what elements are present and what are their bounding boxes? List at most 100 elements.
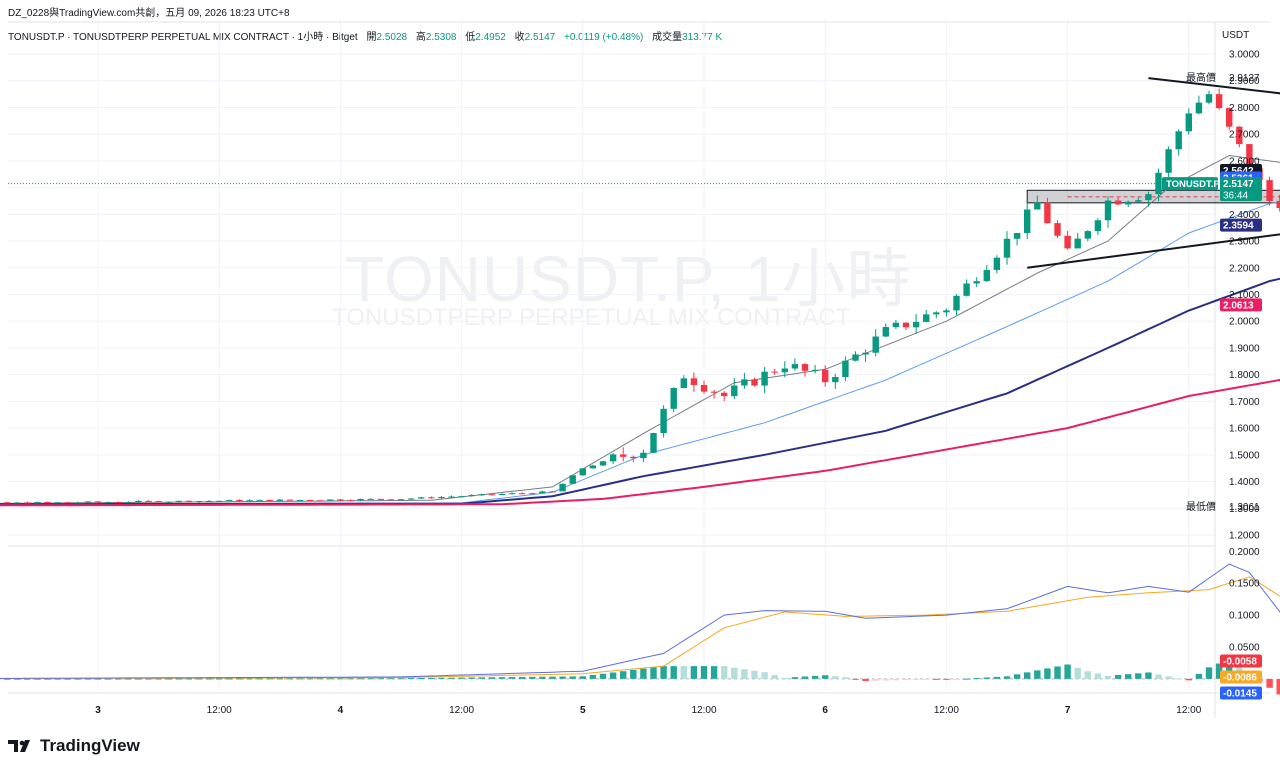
- candle-body: [710, 391, 718, 393]
- macd-hist-bar: [993, 676, 1001, 679]
- candle-body: [236, 500, 243, 502]
- candle-body: [488, 494, 496, 496]
- price-tick-label: 1.2000: [1229, 530, 1260, 541]
- candle-body: [761, 371, 768, 386]
- price-note-value: 2.9127: [1229, 73, 1260, 84]
- candle-body: [266, 499, 273, 501]
- symbol-info[interactable]: TONUSDT.P · TONUSDTPERP PERPETUAL MIX CO…: [8, 32, 358, 43]
- macd-hist-bar: [519, 676, 526, 679]
- candle-body: [24, 502, 31, 504]
- macd-hist-bar: [175, 678, 182, 680]
- macd-hist-bar: [569, 676, 576, 679]
- macd-hist-bar: [34, 678, 41, 680]
- macd-hist-bar: [367, 678, 374, 680]
- macd-hist-bar: [670, 666, 677, 679]
- candle-body: [923, 314, 930, 322]
- price-axis-box: [1220, 218, 1262, 232]
- macd-hist-bar: [650, 667, 657, 679]
- candle-body: [700, 384, 708, 392]
- macd-line: [0, 563, 1280, 679]
- price-tick-label: 1.6000: [1229, 424, 1260, 435]
- candle-body: [1215, 94, 1223, 109]
- macd-hist-bar: [690, 666, 698, 679]
- ohlc-high-label: 高: [415, 32, 426, 43]
- ohlc-low-value: 2.4952: [475, 32, 506, 43]
- price-tick-label: 1.3000: [1229, 504, 1260, 515]
- macd-hist-bar: [327, 678, 334, 680]
- macd-hist-bar: [589, 675, 597, 679]
- volume-label: 成交量: [652, 32, 683, 43]
- candle-body: [852, 354, 859, 361]
- candle-body: [1125, 201, 1132, 205]
- macd-hist-bar: [195, 678, 203, 680]
- candle-body: [256, 499, 263, 501]
- macd-hist-bar: [549, 676, 556, 679]
- price-note-label: 最低價: [1186, 500, 1216, 513]
- macd-hist-bar: [135, 678, 142, 680]
- candle-body: [34, 502, 41, 504]
- macd-hist-bar: [842, 677, 849, 679]
- price-chart[interactable]: 3.00002.90002.80002.70002.60002.50002.40…: [0, 0, 1280, 730]
- macd-hist-bar: [923, 678, 930, 680]
- price-note-value: 1.3061: [1229, 502, 1260, 513]
- macd-signal-line: [0, 576, 1280, 680]
- macd-hist-bar: [84, 678, 92, 680]
- macd-hist-bar: [771, 675, 778, 679]
- macd-hist-bar: [185, 678, 193, 680]
- tradingview-brand[interactable]: TradingView: [8, 736, 140, 756]
- candle-body: [630, 456, 637, 459]
- macd-hist-bar: [94, 678, 102, 680]
- price-tick-label: 2.6000: [1229, 156, 1260, 167]
- candle-body: [993, 257, 1001, 270]
- macd-tick-label: 0.0500: [1229, 642, 1260, 653]
- candle-body: [1185, 113, 1192, 132]
- candle-body: [640, 452, 647, 459]
- macd-hist-bar: [236, 678, 243, 680]
- macd-hist-bar: [912, 678, 920, 680]
- countdown-timer: 36:44: [1223, 191, 1248, 202]
- candle-body: [801, 364, 809, 371]
- publisher-line: DZ_0228與TradingView.com共創，五月 09, 2026 18…: [8, 8, 290, 19]
- candle-body: [135, 500, 142, 503]
- macd-hist-bar: [1205, 667, 1213, 679]
- ohlc-low-label: 低: [465, 32, 476, 43]
- macd-hist-bar: [953, 678, 960, 680]
- macd-hist-bar: [1266, 678, 1273, 688]
- macd-hist-bar: [165, 678, 172, 680]
- currency-label[interactable]: USDT: [1222, 30, 1250, 41]
- candle-body: [832, 377, 839, 383]
- time-tick-label: 12:00: [207, 705, 232, 716]
- candle-body: [933, 312, 940, 315]
- macd-hist-bar: [377, 678, 384, 680]
- candle-body: [670, 388, 677, 409]
- tradingview-logo-icon: [8, 740, 30, 752]
- macd-hist-bar: [3, 678, 11, 680]
- macd-hist-bar: [104, 678, 112, 680]
- candle-body: [1003, 238, 1011, 258]
- price-tick-label: 2.7000: [1229, 130, 1260, 141]
- candle-body: [418, 497, 425, 499]
- candle-body: [912, 321, 920, 328]
- macd-hist-bar: [266, 678, 273, 680]
- candle-body: [1104, 200, 1112, 221]
- time-tick-label: 12:00: [934, 705, 959, 716]
- candle-body: [609, 454, 617, 462]
- candle-body: [650, 433, 657, 453]
- macd-hist-bar: [438, 677, 445, 679]
- macd-hist-bar: [811, 675, 819, 679]
- candle-body: [791, 364, 799, 369]
- macd-hist-bar: [1185, 678, 1192, 681]
- price-tick-label: 1.4000: [1229, 477, 1260, 488]
- candle-body: [690, 378, 698, 385]
- macd-hist-bar: [539, 676, 546, 679]
- volume-value: 313.77 K: [682, 32, 723, 43]
- candle-body: [458, 496, 465, 498]
- macd-hist-bar: [1084, 671, 1091, 679]
- macd-hist-bar: [579, 676, 586, 679]
- candle-body: [145, 500, 152, 502]
- candle-body: [620, 454, 627, 457]
- macd-hist-bar: [1003, 676, 1011, 679]
- candle-body: [680, 378, 687, 389]
- candle-body: [1246, 144, 1253, 169]
- macd-hist-bar: [882, 678, 889, 681]
